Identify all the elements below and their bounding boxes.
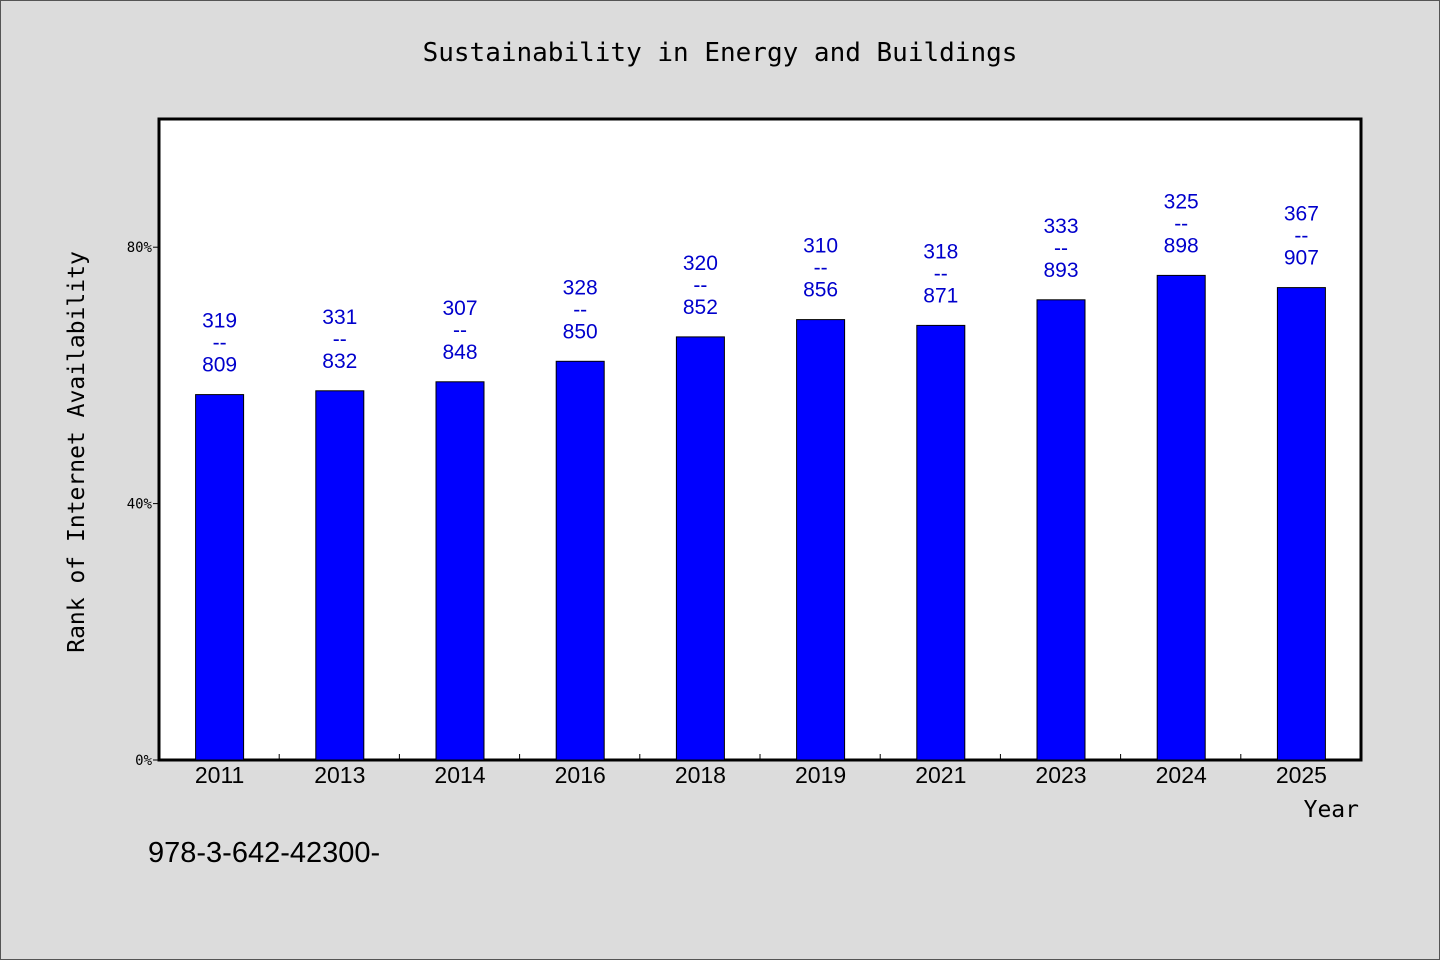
data-label-2024-line1: 325	[1164, 190, 1199, 213]
data-label-2023-line2: --	[1054, 237, 1068, 260]
data-label-2011-line3: 809	[202, 354, 237, 377]
data-label-2014-line2: --	[453, 319, 467, 342]
data-label-2013-line1: 331	[322, 306, 357, 329]
data-label-2024-line3: 898	[1164, 234, 1199, 257]
x-tick-label-2023: 2023	[1035, 762, 1086, 788]
x-tick-label-2025: 2025	[1276, 762, 1327, 788]
data-label-2024-line2: --	[1174, 212, 1188, 235]
y-tick-label-40: 40%	[127, 497, 153, 513]
data-label-2019-line2: --	[814, 257, 828, 280]
x-tick-label-2018: 2018	[675, 762, 726, 788]
data-label-2016-line2: --	[573, 298, 587, 321]
data-label-2021-line1: 318	[923, 240, 958, 263]
data-label-2019-line1: 310	[803, 235, 838, 258]
data-label-2019-line3: 856	[803, 279, 838, 302]
data-label-2011-line1: 319	[202, 310, 237, 333]
y-axis-label: Rank of Internet Availability	[64, 251, 90, 653]
data-label-2018-line3: 852	[683, 296, 718, 319]
data-label-2025-line3: 907	[1284, 247, 1319, 270]
x-tick-label-2014: 2014	[434, 762, 485, 788]
x-axis: 2011 2013 2014 2016 2018 2019 2021 2023 2024 2025	[195, 754, 1327, 788]
x-tick-label-2011: 2011	[195, 762, 244, 788]
footnote: 978-3-642-42300-	[148, 837, 380, 869]
x-tick-label-2021: 2021	[915, 762, 966, 788]
data-label-2018-line2: --	[693, 274, 707, 297]
chart-title: Sustainability in Energy and Buildings	[423, 38, 1018, 68]
x-tick-label-2019: 2019	[795, 762, 846, 788]
data-label-2016-line1: 328	[563, 276, 598, 299]
data-label-2011-line2: --	[213, 332, 227, 355]
bar-2011	[195, 394, 245, 761]
x-tick-label-2016: 2016	[555, 762, 606, 788]
data-label-2021-line2: --	[934, 262, 948, 285]
bar-2025	[1276, 287, 1326, 761]
bar-2023	[1036, 299, 1086, 761]
bar-2013	[315, 390, 365, 761]
y-tick-label-0: 0%	[135, 753, 152, 769]
x-tick-label-2024: 2024	[1156, 762, 1207, 788]
bar-2018	[675, 336, 725, 761]
data-label-2021-line3: 871	[923, 284, 958, 307]
data-label-2025-line2: --	[1294, 225, 1308, 248]
y-axis: 0% 40% 80%	[127, 240, 159, 769]
y-tick-label-80: 80%	[127, 240, 153, 256]
data-label-2023-line3: 893	[1043, 259, 1078, 282]
bar-2019	[796, 319, 846, 761]
bar-2024	[1156, 274, 1206, 761]
x-tick-label-2013: 2013	[314, 762, 365, 788]
bar-2016	[555, 360, 605, 761]
bar-2021	[916, 324, 966, 761]
data-label-2013-line3: 832	[322, 350, 357, 373]
x-axis-label: Year	[1304, 797, 1359, 823]
data-label-2014-line1: 307	[442, 297, 477, 320]
bar-2014	[435, 381, 485, 761]
bars-layer	[195, 274, 1326, 761]
data-label-2025-line1: 367	[1284, 203, 1319, 226]
data-label-2023-line1: 333	[1043, 215, 1078, 238]
data-label-2014-line3: 848	[442, 341, 477, 364]
data-label-2013-line2: --	[333, 328, 347, 351]
data-label-2016-line3: 850	[563, 320, 598, 343]
data-labels-layer: 319--809331--832307--848328--850320--852…	[202, 190, 1319, 376]
data-label-2018-line1: 320	[683, 252, 718, 275]
